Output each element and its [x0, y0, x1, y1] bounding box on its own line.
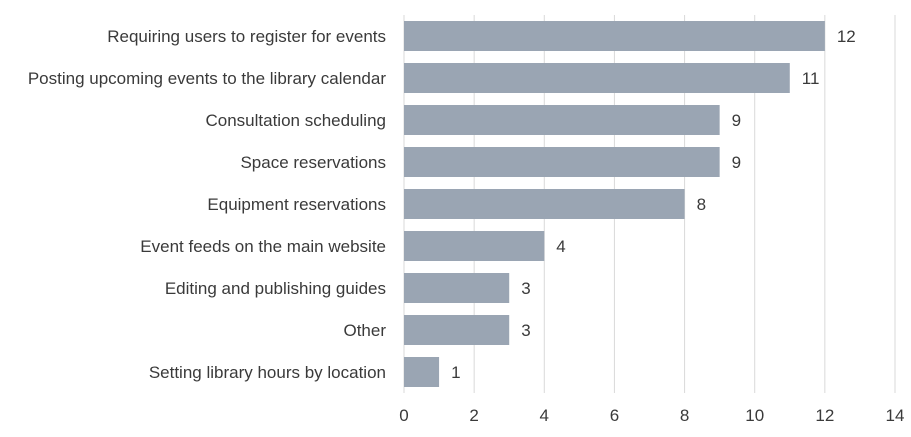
value-label: 3 — [521, 321, 530, 340]
bar — [404, 147, 720, 177]
bar — [404, 63, 790, 93]
category-label: Event feeds on the main website — [140, 237, 386, 256]
category-label: Posting upcoming events to the library c… — [28, 69, 386, 88]
category-label: Space reservations — [240, 153, 386, 172]
x-tick-label: 4 — [540, 406, 549, 425]
value-label: 11 — [802, 69, 820, 88]
value-label: 3 — [521, 279, 530, 298]
bar — [404, 189, 685, 219]
x-tick-label: 10 — [745, 406, 764, 425]
x-tick-label: 12 — [815, 406, 834, 425]
x-tick-label: 14 — [886, 406, 905, 425]
x-tick-label: 6 — [610, 406, 619, 425]
value-label: 8 — [697, 195, 706, 214]
x-axis-ticks: 0 2 4 6 8 10 12 14 — [399, 406, 904, 425]
category-label: Setting library hours by location — [149, 363, 386, 382]
category-label: Consultation scheduling — [205, 111, 386, 130]
x-tick-label: 0 — [399, 406, 408, 425]
category-labels: Requiring users to register for events Po… — [28, 27, 386, 382]
bar — [404, 231, 545, 261]
value-label: 1 — [451, 363, 460, 382]
bar — [404, 357, 440, 387]
value-label: 9 — [732, 153, 741, 172]
category-label: Editing and publishing guides — [165, 279, 386, 298]
category-label: Equipment reservations — [207, 195, 386, 214]
category-label: Other — [343, 321, 386, 340]
bar — [404, 21, 825, 51]
value-label: 9 — [732, 111, 741, 130]
bars — [404, 21, 825, 387]
x-tick-label: 8 — [680, 406, 689, 425]
bar — [404, 105, 720, 135]
value-labels: 12 11 9 9 8 4 3 3 1 — [451, 27, 856, 382]
x-tick-label: 2 — [469, 406, 478, 425]
bar — [404, 315, 510, 345]
category-label: Requiring users to register for events — [107, 27, 386, 46]
value-label: 12 — [837, 27, 856, 46]
value-label: 4 — [556, 237, 565, 256]
bar — [404, 273, 510, 303]
